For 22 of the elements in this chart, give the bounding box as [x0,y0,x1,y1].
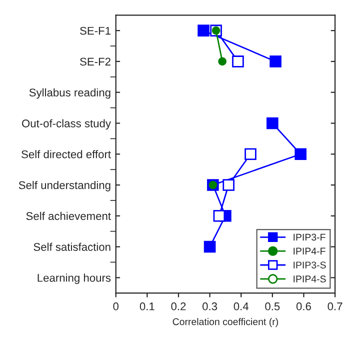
legend-label: IPIP3-S [294,262,326,268]
legend-label: IPIP4-F [294,248,326,254]
x-tick-label: 0.7 [328,302,342,310]
y-tick-label: SE-F2 [80,58,110,66]
y-tick-label: Syllabus reading [29,88,110,99]
x-tick-label: 0.4 [234,302,249,310]
y-tick-label: Learning hours [38,274,111,284]
y-tick-label: Self understanding [18,180,110,192]
y-tick-label: Self directed effort [22,150,111,158]
legend-label: IPIP4-S [294,276,326,282]
x-tick-label: 0 [113,302,119,310]
x-tick-label: 0.2 [171,302,186,310]
x-tick-label: 0.5 [265,302,280,310]
x-tick-label: 0.1 [140,302,154,310]
y-tick-label: Out-of-class study [22,119,111,130]
y-tick-label: SE-F1 [80,26,110,35]
x-tick-label: 0.6 [296,302,311,310]
x-tick-label: 0.3 [202,302,218,310]
x-axis-title: Correlation coefficient (r) [172,318,278,328]
y-tick-label: Self satisfaction [34,242,110,251]
legend-label: IPIP3-F [294,234,326,241]
y-tick-label: Self achievement [26,212,111,220]
